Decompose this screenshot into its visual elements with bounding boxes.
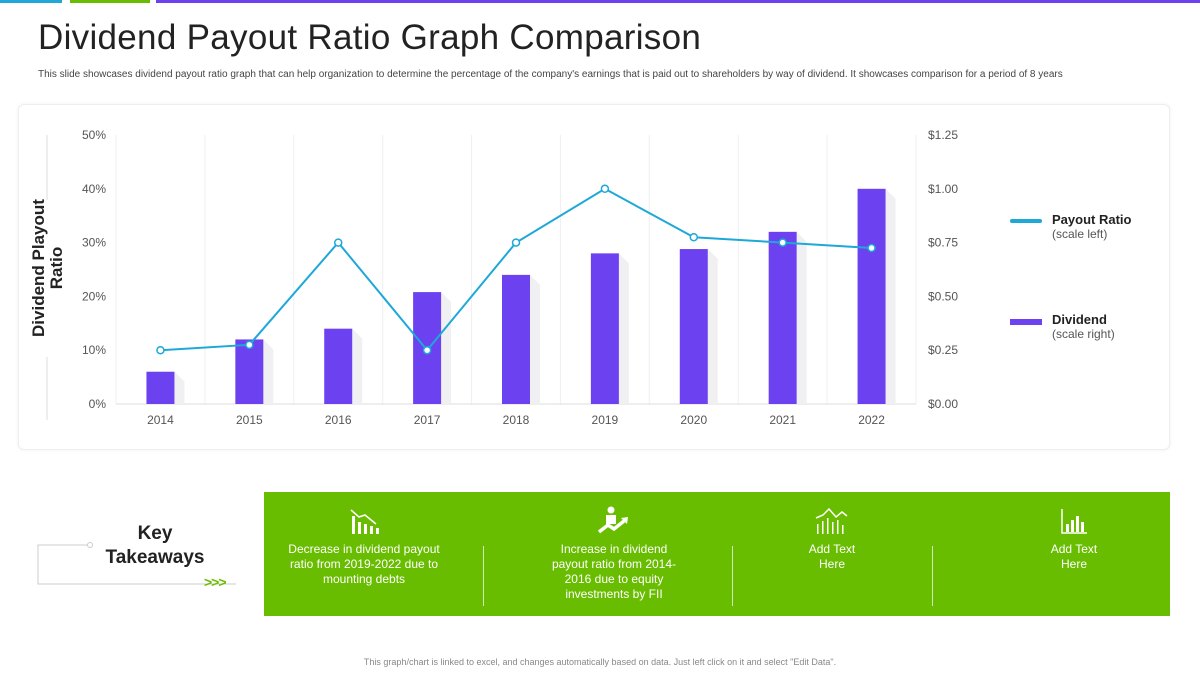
takeaway-text: Decrease in dividend payout ratio from 2… — [288, 542, 440, 586]
bar-shadow — [263, 339, 274, 404]
dividend-bar — [857, 188, 886, 404]
divider — [932, 546, 933, 606]
takeaway-text: Increase in dividend payout ratio from 2… — [551, 542, 677, 601]
payout-ratio-point — [333, 238, 343, 247]
dividend-bar — [590, 253, 619, 404]
bar-shadow — [618, 253, 629, 404]
y-right-tick-label: $0.25 — [928, 343, 958, 357]
bar-shadow — [174, 371, 185, 404]
payout-ratio-point — [245, 340, 254, 350]
payout-ratio-point — [867, 243, 876, 253]
dividend-bar — [768, 231, 797, 404]
dividend-bar — [235, 339, 264, 404]
takeaway-text: Add Text Here — [808, 542, 856, 571]
payout-ratio-point — [511, 238, 521, 247]
x-tick-label: 2016 — [325, 413, 352, 427]
dividend-bar — [324, 328, 353, 404]
page-subtitle: This slide showcases dividend payout rat… — [38, 69, 1063, 80]
y-right-tick-label: $1.25 — [928, 128, 958, 142]
bar-legend-icon — [1010, 319, 1042, 325]
y-right-tick-label: $0.75 — [928, 236, 958, 250]
x-tick-label: 2019 — [592, 413, 619, 427]
chart-card — [18, 104, 1170, 450]
rising-person-icon — [544, 492, 684, 542]
payout-ratio-point — [778, 238, 787, 247]
divider — [483, 546, 484, 606]
accent-bar-green — [70, 0, 150, 3]
key-takeaways-bracket — [37, 542, 236, 585]
bar-shadow — [707, 249, 718, 404]
takeaway-item: Decrease in dividend payout ratio from 2… — [284, 492, 444, 616]
y-left-tick-label: 0% — [89, 397, 107, 411]
legend-note: (scale left) — [1052, 227, 1108, 241]
x-tick-label: 2017 — [414, 413, 441, 427]
payout-ratio-point — [422, 345, 432, 355]
takeaway-item: Add Text Here — [762, 492, 902, 616]
y-axis-label: Dividend Playout Ratio — [29, 199, 66, 337]
y-left-tick-label: 20% — [82, 289, 106, 303]
dividend-bar — [679, 249, 708, 404]
x-tick-label: 2014 — [147, 413, 174, 427]
bar-shadow — [885, 188, 896, 404]
dividend-bar — [146, 371, 175, 404]
y-right-tick-label: $0.50 — [928, 289, 958, 303]
dividend-bar — [502, 274, 530, 404]
x-tick-label: 2020 — [680, 413, 707, 427]
bar-chart-icon — [1004, 492, 1144, 542]
page-title: Dividend Payout Ratio Graph Comparison — [38, 18, 702, 57]
declining-chart-icon — [284, 492, 444, 542]
y-left-tick-label: 50% — [82, 128, 106, 142]
bar-shadow — [530, 274, 540, 404]
takeaways-panel: Decrease in dividend payout ratio from 2… — [264, 492, 1170, 616]
accent-bar-purple — [156, 0, 1200, 3]
line-legend-icon — [1010, 219, 1042, 223]
takeaway-item: Increase in dividend payout ratio from 2… — [544, 492, 684, 616]
takeaway-text: Add Text Here — [1050, 542, 1098, 571]
y-right-tick-label: $0.00 — [928, 397, 958, 411]
legend-payout-ratio: Payout Ratio (scale left) — [1010, 212, 1131, 241]
payout-ratio-point — [156, 345, 165, 355]
accent-bar-blue — [0, 0, 62, 3]
legend-note: (scale right) — [1052, 327, 1115, 341]
legend-label: Dividend — [1052, 312, 1107, 327]
y-right-tick-label: $1.00 — [928, 182, 958, 196]
footer-note: This graph/chart is linked to excel, and… — [363, 657, 837, 667]
x-tick-label: 2015 — [236, 413, 263, 427]
key-takeaways-title: Key Takeaways — [105, 523, 205, 568]
x-tick-label: 2022 — [858, 413, 885, 427]
combo-chart[interactable]: 0% 10% 20% 30% 40% 50% $0.00 $0.25 $0.50 $0.75 $1.… — [0, 0, 1200, 460]
payout-ratio-point — [600, 184, 610, 194]
bar-shadow — [796, 231, 807, 404]
arrows-icon: >>> — [204, 574, 227, 590]
divider — [732, 546, 733, 606]
line-bar-chart-icon — [762, 492, 902, 542]
takeaway-item: Add Text Here — [1004, 492, 1144, 616]
bar-shadow — [352, 328, 363, 404]
y-left-tick-label: 30% — [82, 236, 106, 250]
bar-shadow — [441, 292, 452, 404]
x-tick-label: 2021 — [769, 413, 796, 427]
y-left-tick-label: 40% — [82, 182, 106, 196]
payout-ratio-point — [689, 232, 699, 242]
y-left-tick-label: 10% — [82, 343, 106, 357]
legend-label: Payout Ratio — [1052, 212, 1132, 227]
x-tick-label: 2018 — [503, 413, 530, 427]
legend-dividend: Dividend (scale right) — [1010, 312, 1115, 341]
